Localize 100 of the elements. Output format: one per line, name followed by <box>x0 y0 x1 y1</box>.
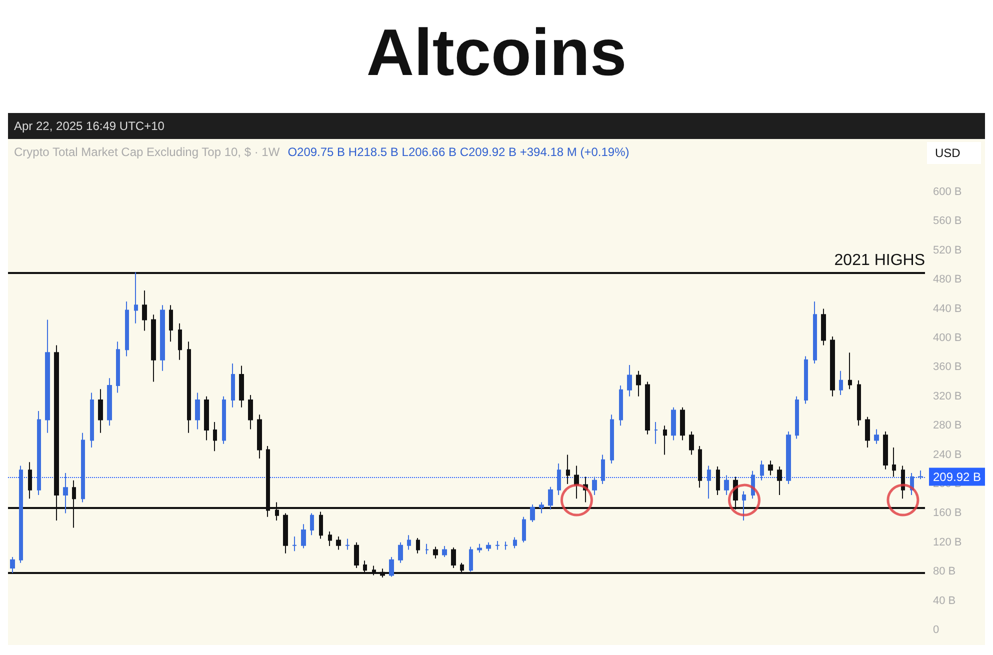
candlestick <box>724 474 729 496</box>
candlestick <box>345 538 350 550</box>
candlestick <box>81 432 85 503</box>
candlestick <box>574 465 579 500</box>
candlestick <box>777 466 782 496</box>
candlestick <box>160 304 165 372</box>
candlestick <box>169 304 173 342</box>
candlestick <box>354 542 359 568</box>
candlestick <box>821 308 826 346</box>
candlestick <box>486 542 491 552</box>
candlestick <box>742 490 746 521</box>
candlestick <box>90 392 94 448</box>
candlestick <box>204 396 209 441</box>
candlestick <box>151 314 156 382</box>
candlestick <box>645 381 650 435</box>
candlestick <box>319 511 323 540</box>
y-tick-label: 40 B <box>933 594 956 607</box>
y-tick-label: 560 B <box>933 215 962 228</box>
candlestick <box>407 534 411 550</box>
candlestick <box>425 543 429 555</box>
candlestick <box>433 546 438 559</box>
candlestick <box>107 378 112 426</box>
text: O209.75 B H218.5 B L206.66 B C209.92 B +394.18 M (+0.19%) <box>288 145 630 159</box>
ref-line-label: 2021 HIGHS <box>834 252 925 269</box>
y-tick-label: 440 B <box>933 302 962 315</box>
candlestick <box>857 380 861 426</box>
candlestick <box>178 322 182 360</box>
candlestick <box>566 454 570 484</box>
candlestick <box>257 414 262 459</box>
y-tick-label: 280 B <box>933 420 962 432</box>
candlestick <box>19 465 23 564</box>
candlestick <box>134 272 138 324</box>
candlestick <box>28 462 32 500</box>
candlestick <box>813 301 817 364</box>
y-tick-label: 80 B <box>933 566 956 578</box>
candlestick <box>786 430 791 484</box>
y-tick-label: 320 B <box>933 390 962 402</box>
candlestick <box>557 463 561 496</box>
candlestick <box>689 430 694 456</box>
y-tick-label: 480 B <box>933 274 962 286</box>
candlestick <box>654 421 658 444</box>
candlestick <box>883 430 888 470</box>
candlestick <box>442 546 447 558</box>
text: Crypto Total Market Cap Excluding Top 10, $ · 1W <box>14 145 280 159</box>
candlestick <box>892 447 896 478</box>
candlestick <box>416 538 420 554</box>
candlestick <box>98 388 103 434</box>
candlestick <box>125 301 129 357</box>
ref-line-label: 209.92 B <box>933 470 982 484</box>
candlestick <box>601 454 605 484</box>
candlestick <box>10 556 15 574</box>
chart-title: Altcoins <box>365 14 628 90</box>
candlestick <box>795 396 799 440</box>
candlestick <box>707 465 711 500</box>
candlestick <box>451 547 456 568</box>
candlestick <box>195 392 200 430</box>
candlestick <box>116 341 120 394</box>
candlestick <box>768 460 773 476</box>
candlestick <box>874 428 879 444</box>
candlestick <box>469 546 473 572</box>
candlestick <box>698 446 702 488</box>
candlestick <box>63 472 68 514</box>
y-tick-label: 240 B <box>933 448 962 461</box>
candlestick <box>760 460 764 481</box>
candlestick <box>918 470 923 480</box>
candlestick <box>522 516 526 543</box>
candlestick <box>292 536 297 552</box>
candlestick <box>398 542 403 564</box>
candlestick <box>548 486 553 510</box>
candlestick <box>610 414 614 464</box>
candlestick <box>222 396 226 444</box>
y-tick-label: 120 B <box>933 536 962 548</box>
candlestick <box>328 530 332 547</box>
candlestick <box>495 540 500 550</box>
candlestick <box>804 356 808 404</box>
candlestick <box>663 425 667 456</box>
candlestick <box>627 364 632 397</box>
candlestick <box>336 536 341 550</box>
text: Apr 22, 2025 16:49 UTC+10 <box>8 113 985 139</box>
candlestick <box>301 524 306 549</box>
candlestick <box>619 384 623 426</box>
candlestick <box>310 512 314 536</box>
candlestick <box>504 541 508 550</box>
candlestick <box>142 290 147 332</box>
y-tick-label: 160 B <box>933 507 962 520</box>
candlestick <box>283 512 288 554</box>
y-tick-label: 520 B <box>933 244 962 256</box>
candlestick <box>45 319 50 434</box>
candlestick <box>213 421 217 452</box>
candlestick <box>671 406 676 441</box>
candlestick <box>716 466 720 496</box>
candlestick <box>830 336 835 397</box>
candlestick <box>865 416 870 448</box>
candlestick <box>389 556 394 578</box>
candlestick <box>231 363 235 408</box>
candlestick <box>680 406 685 441</box>
candlestick <box>592 476 597 496</box>
y-tick-label: 360 B <box>933 361 962 374</box>
candlestick <box>539 502 544 514</box>
candlestick <box>513 536 517 549</box>
